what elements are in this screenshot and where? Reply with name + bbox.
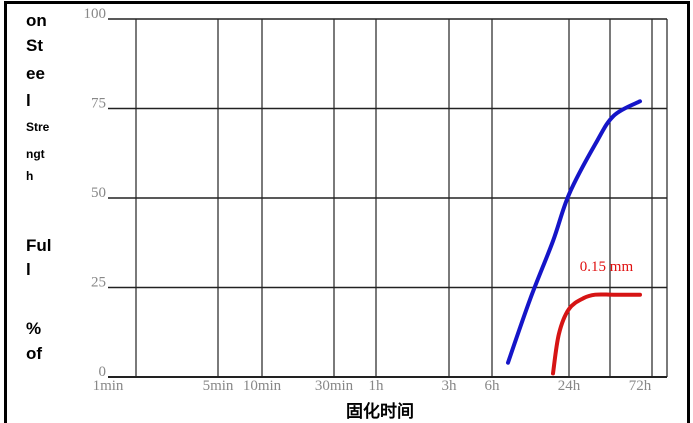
x-tick-label: 6h bbox=[485, 378, 501, 394]
y-axis-label-fragment: Ful bbox=[26, 236, 52, 255]
y-tick-label: 50 bbox=[91, 185, 106, 201]
y-axis-label-fragment: ee bbox=[26, 64, 45, 83]
series-layer bbox=[506, 99, 642, 376]
y-axis-label-fragment: of bbox=[26, 344, 43, 363]
y-axis-label-fragment: h bbox=[26, 169, 34, 183]
y-axis-label-fragment: Stre bbox=[26, 120, 50, 134]
y-axis-label-fragment: % bbox=[26, 319, 42, 338]
y-tick-label: 25 bbox=[91, 275, 106, 291]
y-axis-label-fragment: ngt bbox=[26, 147, 45, 161]
x-tick-label: 5min bbox=[203, 378, 234, 394]
series-line-red bbox=[551, 292, 642, 376]
x-tick-label: 1min bbox=[93, 378, 124, 394]
x-tick-label: 3h bbox=[442, 378, 458, 394]
annotation-layer: 0.15 mm bbox=[580, 259, 634, 275]
y-tick-labels: 100 75 50 25 0 bbox=[84, 6, 107, 380]
y-axis-label-fragment: l bbox=[26, 260, 31, 279]
series-line-blue bbox=[506, 99, 642, 365]
frame-left-border bbox=[4, 1, 7, 423]
x-tick-labels: 1min 5min 10min 30min 1h 3h 6h 24h 72h bbox=[93, 378, 652, 394]
y-axis-label-fragment: St bbox=[26, 36, 43, 55]
x-tick-label: 24h bbox=[558, 378, 581, 394]
y-tick-label: 0 bbox=[99, 364, 107, 380]
x-tick-label: 1h bbox=[369, 378, 385, 394]
frame-top-border bbox=[4, 1, 690, 4]
frame-right-border bbox=[687, 1, 690, 423]
x-tick-label: 30min bbox=[315, 378, 354, 394]
x-tick-label: 72h bbox=[629, 378, 652, 394]
y-axis-label-fragment: l bbox=[26, 91, 31, 110]
x-axis-label: 固化时间 bbox=[346, 402, 414, 422]
series-annotation-label: 0.15 mm bbox=[580, 259, 634, 275]
y-tick-label: 75 bbox=[91, 96, 106, 112]
y-tick-label: 100 bbox=[84, 6, 107, 22]
horizontal-gridlines bbox=[108, 18, 667, 378]
x-tick-label: 10min bbox=[243, 378, 282, 394]
y-axis-label-fragment: on bbox=[26, 11, 47, 30]
